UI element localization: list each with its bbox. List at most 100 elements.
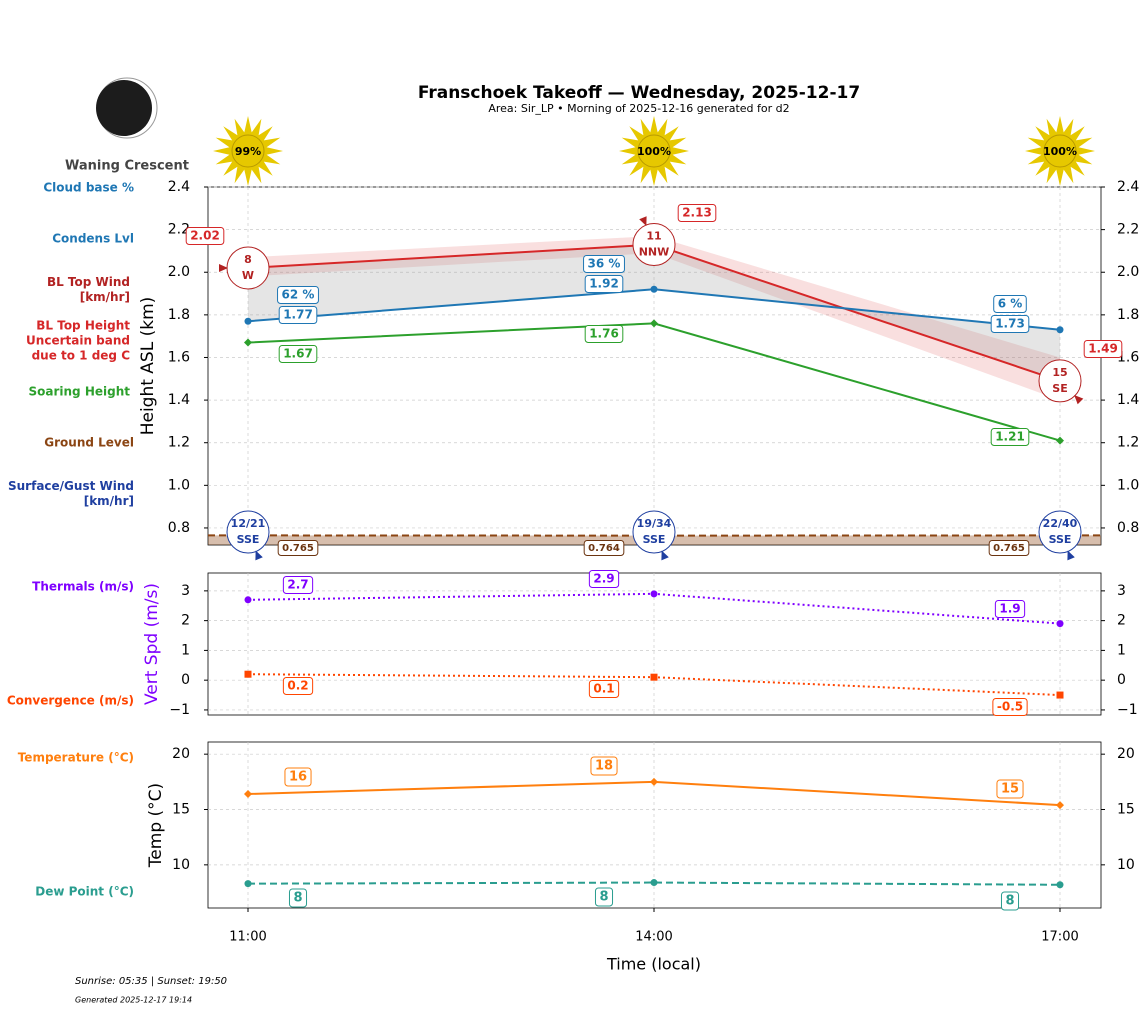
- marker: [244, 880, 252, 888]
- value-label-text: 0.1: [593, 682, 614, 696]
- marker: [244, 338, 252, 347]
- legend-label: Dew Point (°C): [35, 884, 134, 899]
- marker: [650, 673, 658, 681]
- marker: [244, 596, 252, 604]
- y2-tick-label: 0: [1117, 672, 1126, 688]
- y-tick-label: 1.6: [168, 349, 190, 365]
- y2-tick-label: −1: [1117, 702, 1138, 718]
- value-label-box: [990, 315, 1030, 333]
- value-label-text: 2.7: [287, 578, 308, 592]
- value-label: 1.77: [278, 306, 318, 324]
- wind-badge: [632, 510, 676, 554]
- value-label-text: 62 %: [282, 288, 315, 302]
- marker: [1056, 326, 1064, 334]
- value-label: 8: [594, 887, 614, 907]
- marker: [650, 590, 658, 598]
- wind-speed: 11: [646, 230, 661, 243]
- y2-tick-label: 15: [1117, 802, 1135, 818]
- title: Franschoek Takeoff — Wednesday, 2025-12-…: [418, 83, 860, 103]
- legend-label: Temperature (°C): [17, 750, 134, 765]
- y2-tick-label: 1.0: [1117, 477, 1139, 493]
- marker: [244, 790, 252, 799]
- legend-label: BL Top Wind [km/hr]: [46, 275, 130, 304]
- y2-tick-label: 10: [1117, 857, 1135, 873]
- wind-badge: [632, 223, 676, 267]
- legend-label: Surface/Gust Wind [km/hr]: [8, 479, 134, 508]
- wind-arrow: [1067, 550, 1075, 561]
- wind-speed: 12/21: [231, 517, 266, 530]
- marker: [1056, 436, 1064, 445]
- marker: [244, 670, 252, 678]
- y-tick-label: 0.8: [168, 520, 190, 536]
- y-axis-label: Vert Spd (m/s): [142, 583, 162, 705]
- y-tick-label: 1.0: [168, 477, 190, 493]
- value-label: 1.49: [1083, 340, 1123, 358]
- wind-arrow: [219, 263, 228, 272]
- value-label-text: 15: [1001, 782, 1019, 797]
- value-label-text: 0.764: [588, 543, 620, 554]
- marker: [650, 319, 658, 328]
- y2-tick-label: 2.2: [1117, 222, 1139, 238]
- wind-arrow: [255, 550, 263, 561]
- value-label: 2.13: [677, 204, 717, 222]
- value-label-text: 2.9: [593, 572, 614, 586]
- y2-tick-label: 1.4: [1117, 392, 1139, 408]
- value-label-text: 1.67: [283, 347, 313, 361]
- subtitle: Area: Sir_LP • Morning of 2025-12-16 gen…: [488, 102, 789, 115]
- value-label-box: [583, 255, 625, 273]
- y-tick-label: 1.8: [168, 307, 190, 323]
- value-label-text: -0.5: [997, 700, 1023, 714]
- value-label-box: [992, 698, 1028, 716]
- legend-label: Condens Lvl: [52, 231, 134, 246]
- value-label-text: 18: [595, 759, 613, 774]
- value-label: 1.9: [994, 600, 1026, 618]
- x-tick-label: 17:00: [1041, 930, 1078, 945]
- wind-speed: 15: [1052, 366, 1067, 379]
- value-label-text: 2.02: [190, 229, 220, 243]
- value-label: 0.2: [282, 677, 314, 695]
- moon-phase: Waning Crescent: [65, 159, 189, 174]
- y2-tick-label: 2.4: [1117, 179, 1139, 195]
- value-label-text: 36 %: [588, 257, 621, 271]
- value-label-box: [996, 779, 1024, 799]
- value-label-text: 1.49: [1088, 342, 1118, 356]
- value-label-text: 8: [1005, 894, 1014, 909]
- y-tick-label: 1.4: [168, 392, 190, 408]
- value-label: 1.67: [278, 345, 318, 363]
- y2-tick-label: 2: [1117, 613, 1126, 629]
- x-tick-label: 11:00: [229, 930, 266, 945]
- moon: [96, 80, 152, 136]
- value-label: 1.92: [584, 275, 624, 293]
- series-line: [247, 881, 1061, 886]
- value-label-box: [278, 306, 318, 324]
- value-label-text: 2.13: [682, 206, 712, 220]
- value-label-box: [584, 275, 624, 293]
- y2-tick-label: 20: [1117, 746, 1135, 762]
- generated: Generated 2025-12-17 19:14: [75, 996, 192, 1005]
- value-label-text: 16: [289, 770, 307, 785]
- value-label-text: 8: [599, 890, 608, 905]
- plot-frame: [207, 572, 1102, 716]
- legend-label: Soaring Height: [28, 384, 131, 399]
- value-label-box: [1083, 340, 1123, 358]
- value-label-box: [282, 677, 314, 695]
- wind-speed: 8: [244, 253, 252, 266]
- value-label-text: 1.9: [999, 602, 1020, 616]
- value-label-box: [284, 767, 312, 787]
- value-label-text: 1.77: [283, 308, 313, 322]
- y-tick-label: 2.2: [168, 222, 190, 238]
- marker: [1056, 620, 1064, 628]
- value-label: 8: [1000, 891, 1020, 911]
- value-label-text: 0.2: [287, 679, 308, 693]
- legend-label: Convergence (m/s): [6, 693, 134, 708]
- value-label: 2.02: [185, 227, 225, 245]
- y-axis-label: Height ASL (km): [138, 297, 158, 436]
- value-label-text: 0.765: [993, 543, 1025, 554]
- legend-label: Cloud base %: [43, 180, 134, 195]
- value-label: 0.765: [277, 540, 319, 556]
- wind-speed: 19/34: [637, 517, 672, 530]
- marker: [1056, 881, 1064, 889]
- value-label-box: [988, 540, 1030, 556]
- y-tick-label: 2.4: [168, 179, 190, 195]
- value-label: 6 %: [993, 295, 1027, 313]
